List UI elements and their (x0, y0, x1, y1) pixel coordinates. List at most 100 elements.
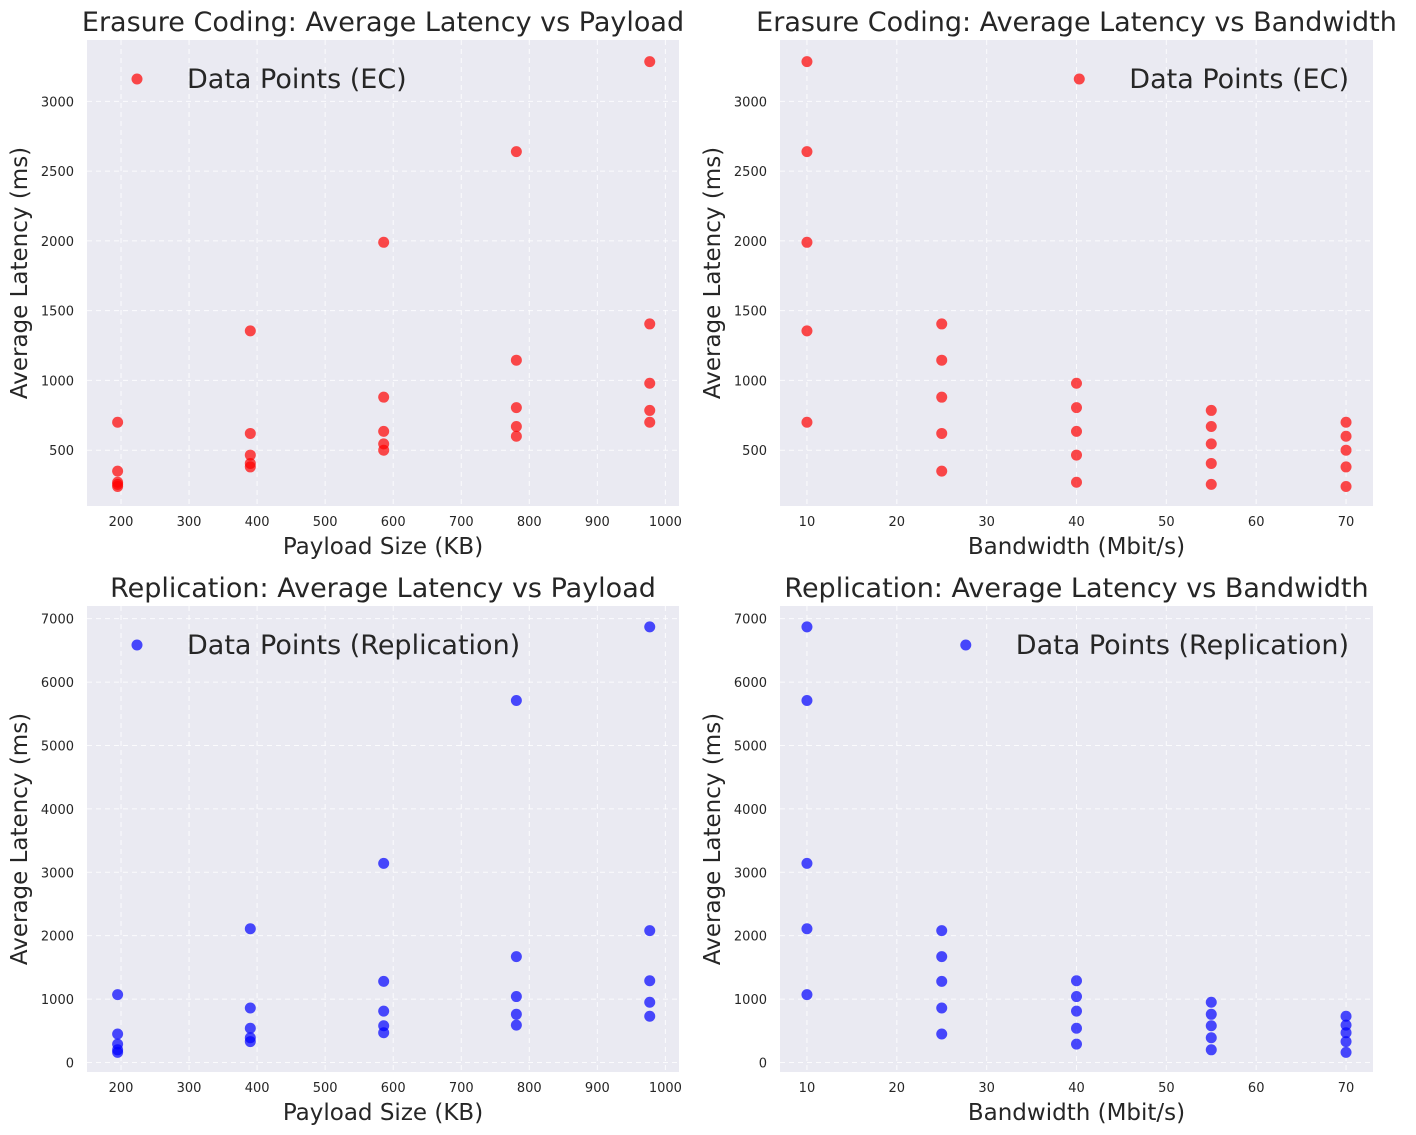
data-point (936, 975, 948, 987)
data-point (378, 1027, 390, 1039)
x-tick-label: 70 (1338, 1081, 1355, 1096)
data-point (644, 996, 656, 1008)
data-point (1071, 449, 1082, 461)
data-point (1071, 377, 1082, 389)
y-tick-label: 0 (66, 1056, 74, 1071)
data-point (644, 377, 656, 389)
data-point (1205, 996, 1217, 1008)
data-point (801, 694, 813, 706)
x-axis-label: Bandwidth (Mbit/s) (968, 534, 1185, 560)
data-point (644, 925, 656, 937)
y-tick-label: 7000 (734, 613, 767, 628)
x-tick-label: 500 (313, 1081, 338, 1096)
y-tick-label: 5000 (734, 739, 767, 754)
y-tick-label: 500 (49, 444, 74, 459)
data-point (510, 991, 522, 1003)
data-point (801, 621, 813, 633)
data-point (1205, 1020, 1217, 1032)
y-tick-label: 2500 (734, 165, 767, 180)
x-tick-label: 40 (1068, 515, 1085, 530)
data-point (1340, 1046, 1352, 1058)
y-axis-label: Average Latency (ms) (700, 713, 726, 965)
data-point (936, 318, 948, 330)
data-point (510, 146, 522, 158)
data-point (1340, 1036, 1352, 1048)
y-axis-label: Average Latency (ms) (7, 147, 33, 399)
data-point (112, 1046, 124, 1058)
data-point (1205, 438, 1217, 450)
y-tick-label: 3000 (41, 866, 74, 881)
x-tick-label: 10 (799, 1081, 816, 1096)
data-point (112, 416, 124, 428)
legend-label: Data Points (EC) (187, 64, 407, 95)
data-point (644, 1010, 656, 1022)
y-tick-label: 3000 (734, 866, 767, 881)
data-point (510, 354, 522, 366)
chart-panel-2: 10 20 30 40 50 60 70 500 1000 1500 2000 2500 3000 Era… (700, 7, 1397, 560)
x-tick-label: 800 (517, 1081, 542, 1096)
data-point (1071, 1022, 1082, 1034)
x-tick-label: 20 (889, 1081, 906, 1096)
x-axis-label: Payload Size (KB) (283, 1100, 483, 1126)
x-tick-label: 30 (978, 515, 995, 530)
x-tick-label: 70 (1338, 515, 1355, 530)
y-tick-label: 2000 (41, 930, 74, 945)
legend-label: Data Points (Replication) (1016, 630, 1349, 661)
x-tick-label: 600 (381, 515, 406, 530)
y-tick-label: 1500 (41, 305, 74, 320)
data-point (244, 923, 256, 935)
data-point (378, 425, 390, 437)
x-tick-label: 10 (799, 515, 816, 530)
legend-marker (131, 73, 143, 85)
data-point (510, 1008, 522, 1020)
data-point (644, 416, 656, 428)
data-point (244, 461, 256, 473)
y-tick-label: 500 (742, 444, 767, 459)
data-point (510, 430, 522, 442)
x-tick-label: 900 (585, 515, 610, 530)
data-point (801, 236, 813, 248)
chart-panel-1: 200 300 400 500 600 700 800 900 1000 500 1000 1500 2… (7, 7, 684, 560)
data-point (378, 1005, 390, 1017)
chart-panel-3: 200 300 400 500 600 700 800 900 1000 0 1000 2000 300… (7, 573, 682, 1126)
x-tick-label: 300 (177, 515, 202, 530)
chart-panel-4: 10 20 30 40 50 60 70 0 1000 2000 3000 4000 5000 6000 7… (700, 573, 1373, 1126)
x-tick-label: 700 (449, 515, 474, 530)
data-point (644, 975, 656, 987)
data-point (801, 416, 813, 428)
data-point (1340, 1019, 1352, 1031)
data-point (244, 1002, 256, 1014)
chart-title: Replication: Average Latency vs Payload (110, 573, 656, 604)
legend-marker (1073, 73, 1085, 85)
y-tick-label: 2000 (41, 235, 74, 250)
x-tick-label: 60 (1248, 1081, 1265, 1096)
data-point (1340, 430, 1352, 442)
data-point (1071, 1038, 1082, 1050)
data-point (244, 449, 256, 461)
x-tick-label: 20 (889, 515, 906, 530)
x-tick-label: 50 (1158, 515, 1175, 530)
legend-label: Data Points (Replication) (187, 630, 520, 661)
x-tick-label: 400 (245, 1081, 270, 1096)
data-point (1205, 404, 1217, 416)
y-tick-label: 7000 (41, 613, 74, 628)
legend-marker (960, 639, 972, 651)
y-tick-label: 1000 (41, 374, 74, 389)
data-point (112, 1028, 124, 1040)
x-tick-label: 60 (1248, 515, 1265, 530)
data-point (801, 923, 813, 935)
y-tick-label: 2000 (734, 930, 767, 945)
y-tick-label: 1000 (41, 993, 74, 1008)
y-tick-label: 0 (759, 1056, 767, 1071)
data-point (936, 925, 948, 937)
data-point (644, 56, 656, 68)
data-point (644, 621, 656, 633)
y-tick-label: 4000 (41, 803, 74, 818)
legend-marker (131, 639, 143, 651)
data-point (1071, 1005, 1082, 1017)
data-point (244, 427, 256, 439)
data-point (1071, 425, 1082, 437)
data-point (936, 465, 948, 477)
y-tick-label: 1500 (734, 305, 767, 320)
